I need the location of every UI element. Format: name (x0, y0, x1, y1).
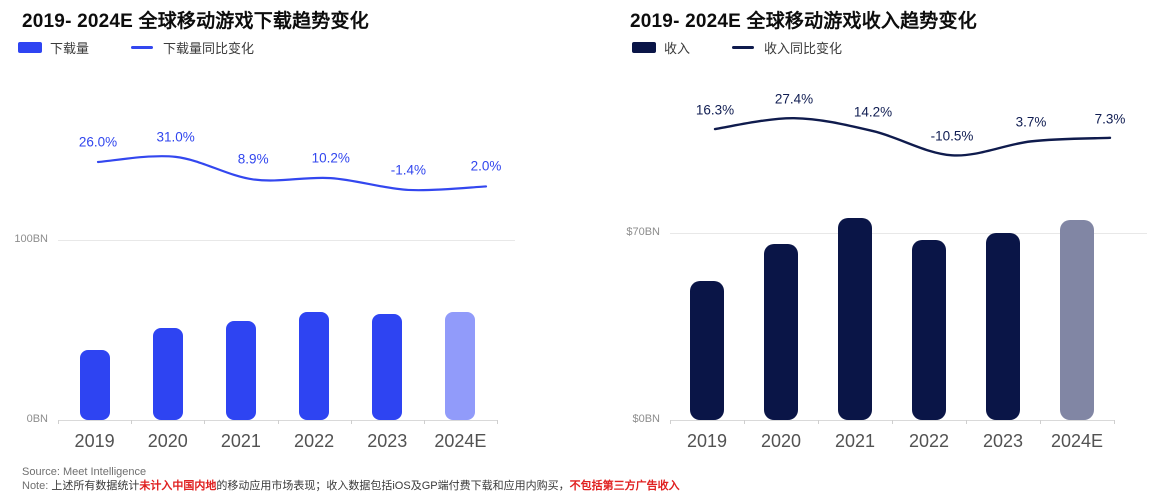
line-legend-swatch (732, 46, 755, 49)
x-label-2021: 2021 (834, 431, 876, 451)
axis-tick (892, 420, 893, 424)
x-label-2020: 2020 (760, 431, 802, 451)
footnote-segment: 的移动应用市场表现；收入数据包括iOS及GP端付费下载和应用内购买， (216, 480, 570, 492)
bar-2019 (79, 349, 110, 420)
footnote-emphasis: 未计入中国内地 (139, 480, 217, 492)
y-axis-top-label: 100BN (14, 233, 48, 245)
footer: Source: Meet Intelligence Note: 上述所有数据统计… (22, 465, 680, 493)
bar-2020 (764, 243, 798, 420)
axis-tick (58, 420, 59, 424)
yoy-label-2020: 27.4% (774, 91, 814, 107)
downloads-chart-title: 2019- 2024E 全球移动游戏下载趋势变化 (22, 11, 369, 32)
axis-tick (1040, 420, 1041, 424)
axis-tick (818, 420, 819, 424)
yoy-label-2024E: 7.3% (1094, 111, 1126, 127)
yoy-label-2019: 16.3% (695, 102, 735, 118)
x-label-2022: 2022 (294, 431, 335, 451)
bar-2024E (445, 312, 476, 420)
x-label-2019: 2019 (74, 431, 115, 451)
yoy-label-2023: -1.4% (390, 162, 427, 178)
x-label-2022: 2022 (908, 431, 950, 451)
bar-legend-swatch (18, 42, 42, 53)
bar-legend-label: 收入 (664, 41, 691, 56)
bar-legend-label: 下载量 (50, 41, 90, 56)
axis-tick (423, 420, 425, 424)
bar-2021 (838, 218, 872, 420)
source-text: Source: Meet Intelligence (22, 466, 147, 478)
bar-2024E (1060, 219, 1094, 420)
gridline-top (58, 240, 515, 241)
revenue-plot-area: $70BN $0BN 2019 2020 2021 2022 2023 2024E 16.3% 2… (586, 0, 1172, 460)
bar-2019 (690, 281, 724, 420)
downloads-chart-legend: 下载量 下载量同比变化 (18, 38, 254, 57)
bar-legend-swatch (632, 42, 656, 53)
bar-2022 (912, 239, 946, 420)
yoy-label-2024E: 2.0% (470, 158, 502, 174)
axis-tick (1114, 420, 1115, 424)
footnote-prefix: Note: (22, 480, 52, 492)
line-legend-label: 收入同比变化 (764, 41, 843, 56)
x-label-2019: 2019 (686, 431, 728, 451)
line-legend-label: 下载量同比变化 (163, 41, 255, 56)
x-label-2024E: 2024E (1050, 431, 1104, 451)
yoy-label-2022: -10.5% (930, 128, 974, 144)
x-label-2024E: 2024E (434, 431, 487, 451)
axis-tick (497, 420, 498, 424)
y-axis-bottom-label: $0BN (632, 413, 660, 425)
x-label-2021: 2021 (220, 431, 261, 451)
axis-tick (966, 420, 967, 424)
footnote-emphasis: 不包括第三方广告收入 (569, 480, 680, 492)
axis-tick (131, 420, 133, 424)
yoy-label-2023: 3.7% (1015, 114, 1047, 130)
yoy-label-2020: 31.0% (156, 129, 195, 145)
y-axis-top-label: $70BN (626, 226, 660, 238)
bar-2023 (372, 313, 403, 420)
bar-2020 (152, 328, 183, 420)
axis-tick (670, 420, 671, 424)
axis-tick (204, 420, 206, 424)
yoy-label-2019: 26.0% (78, 134, 118, 150)
yoy-label-2021: 8.9% (237, 151, 269, 167)
yoy-line-path (96, 155, 488, 192)
axis-tick (277, 420, 279, 424)
yoy-line-path (713, 116, 1112, 157)
footnote: Note: 上述所有数据统计未计入中国内地的移动应用市场表现；收入数据包括iOS… (22, 479, 680, 493)
downloads-chart-panel: 2019- 2024E 全球移动游戏下载趋势变化 下载量 下载量同比变化 100… (0, 0, 586, 460)
revenue-chart-title: 2019- 2024E 全球移动游戏收入趋势变化 (630, 11, 977, 32)
revenue-chart-panel: 2019- 2024E 全球移动游戏收入趋势变化 收入 收入同比变化 $70BN… (586, 0, 1172, 460)
axis-tick (350, 420, 352, 424)
x-label-2020: 2020 (147, 431, 188, 451)
revenue-chart-legend: 收入 收入同比变化 (632, 38, 842, 57)
yoy-label-2021: 14.2% (853, 104, 893, 120)
x-label-2023: 2023 (982, 431, 1024, 451)
axis-tick (744, 420, 745, 424)
footnote-segment: 上述所有数据统计 (51, 480, 140, 492)
bar-2022 (299, 312, 330, 420)
gridline-top (670, 233, 1147, 234)
bar-2021 (225, 321, 256, 420)
x-label-2023: 2023 (367, 431, 408, 451)
downloads-plot-area: 100BN 0BN 2019 2020 2021 2022 2023 2024E 26.0% 31… (0, 0, 586, 460)
yoy-label-2022: 10.2% (311, 150, 350, 166)
line-legend-swatch (131, 46, 154, 49)
bar-2023 (986, 233, 1020, 420)
y-axis-bottom-label: 0BN (26, 413, 48, 425)
